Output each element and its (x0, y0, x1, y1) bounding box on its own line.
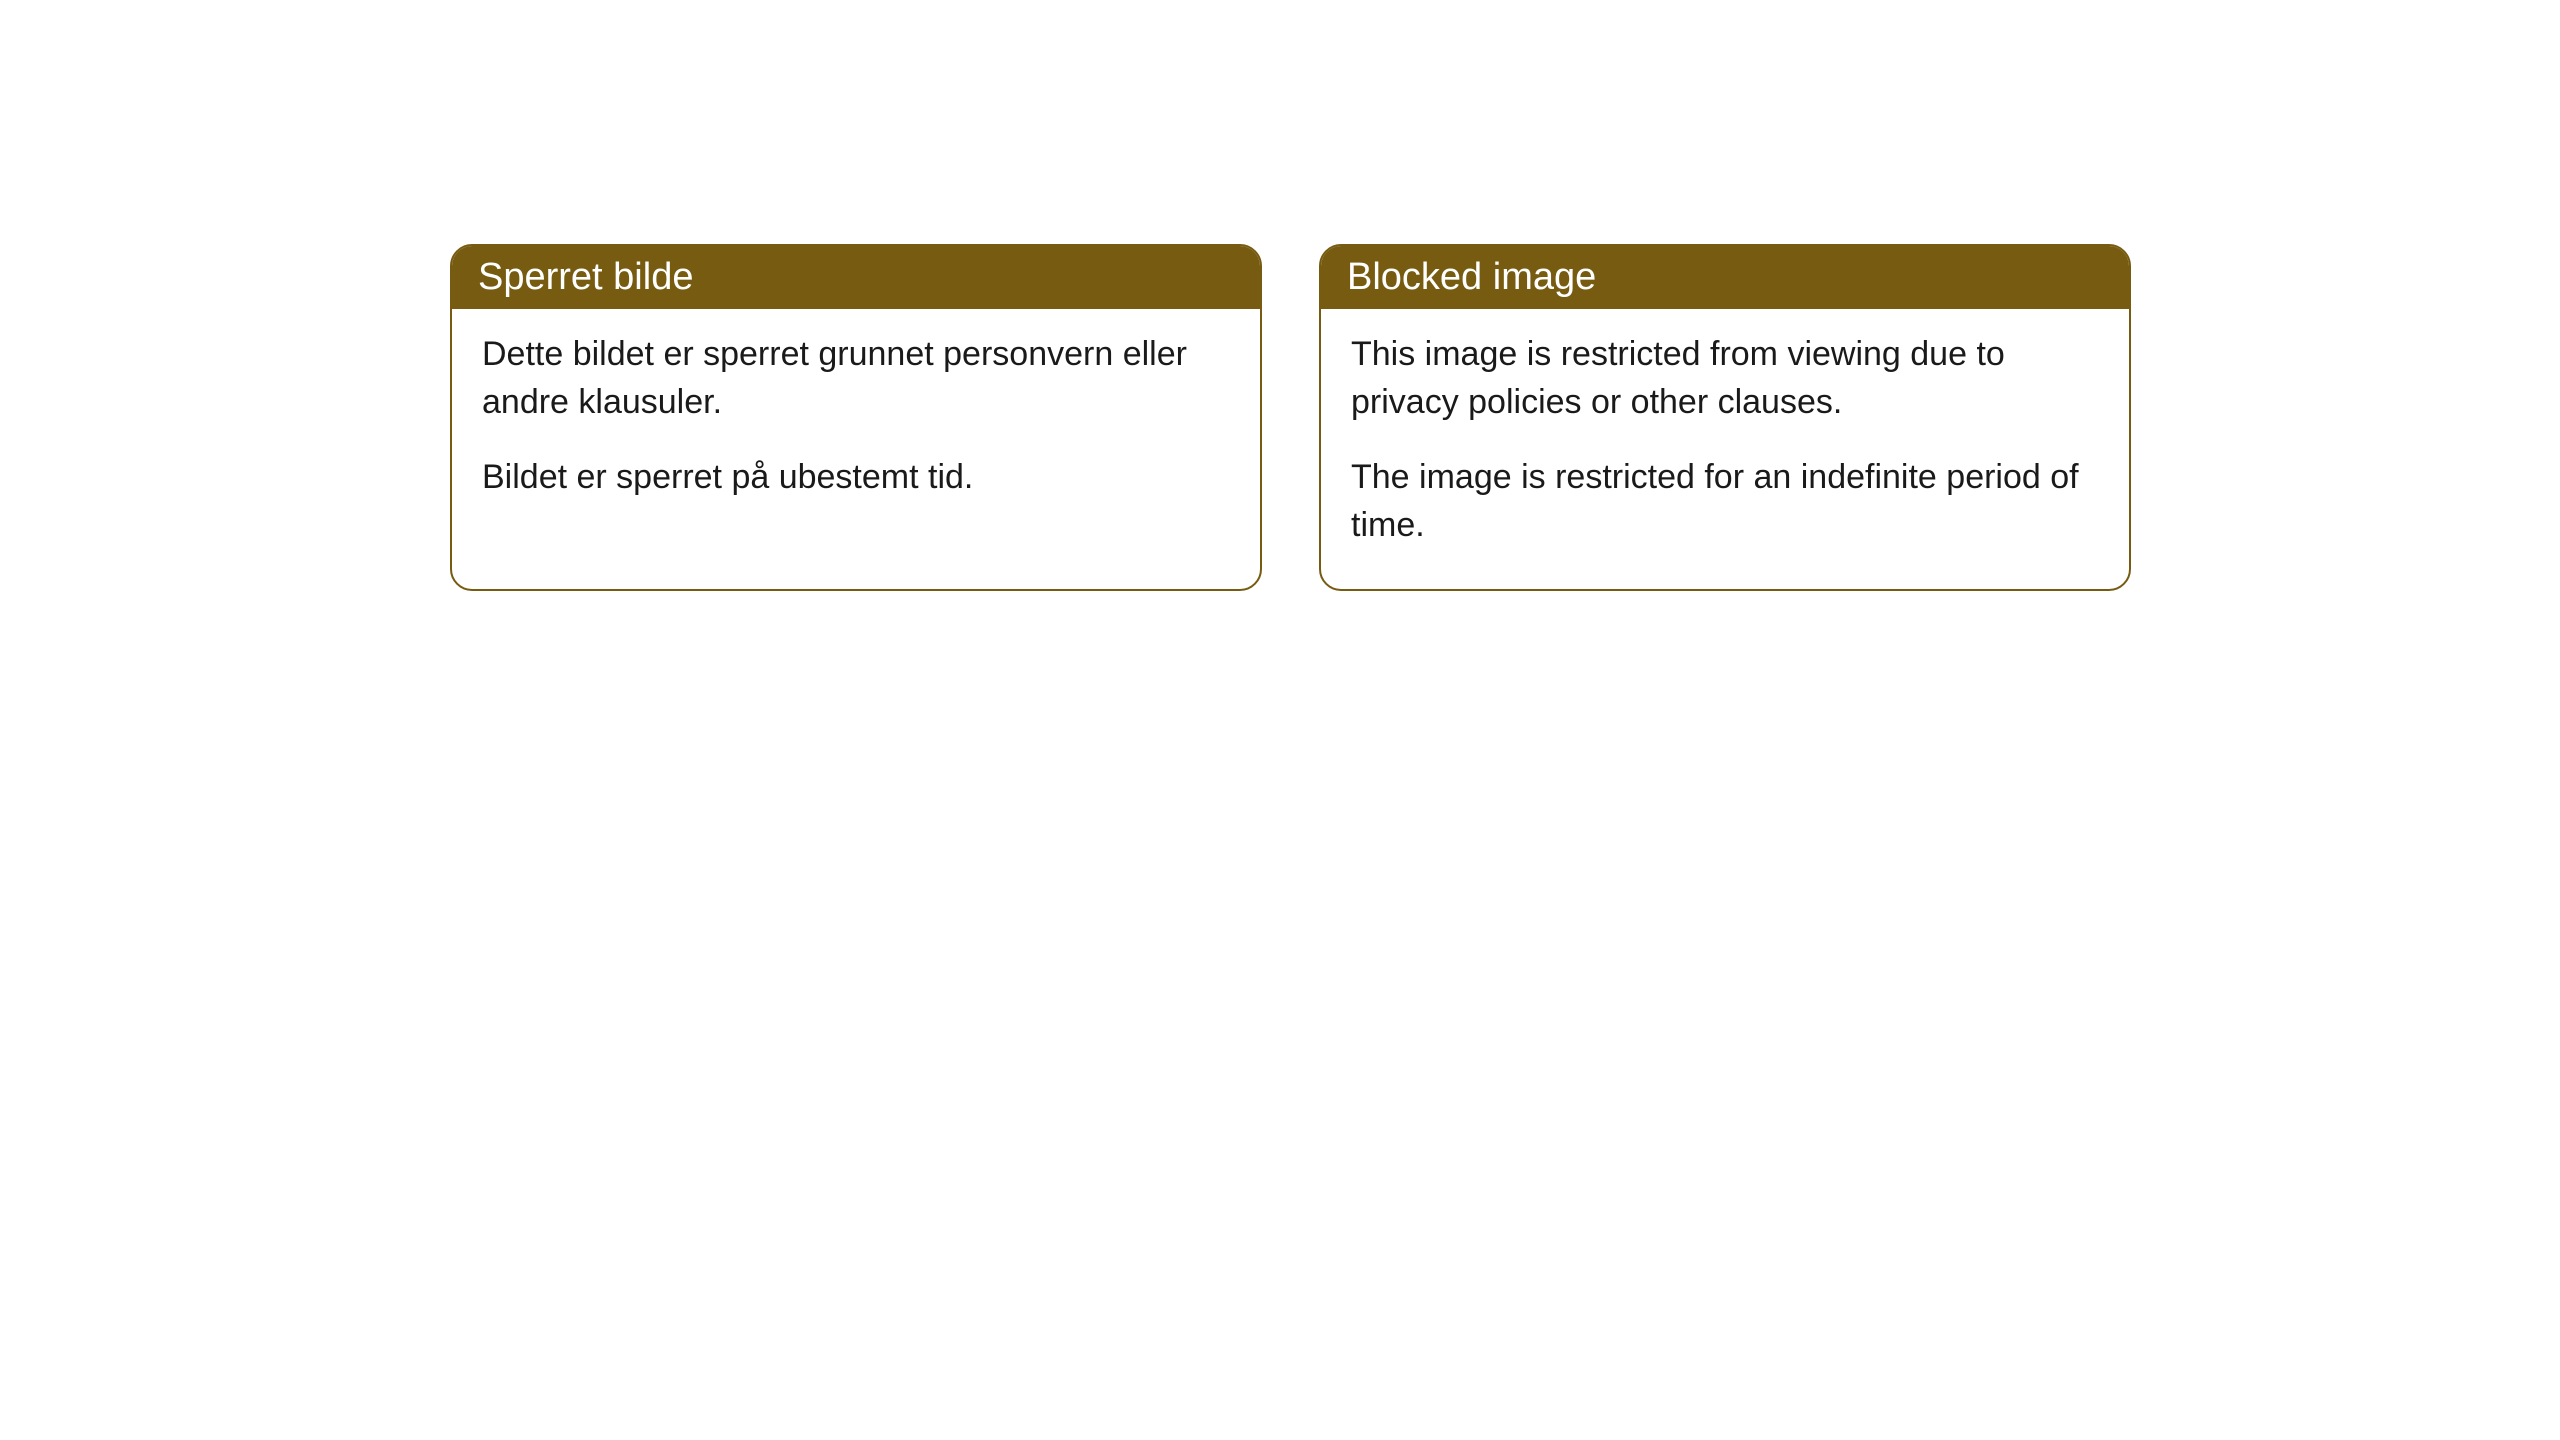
card-paragraph: This image is restricted from viewing du… (1351, 331, 2099, 426)
card-header: Sperret bilde (452, 246, 1260, 309)
card-body: Dette bildet er sperret grunnet personve… (452, 309, 1260, 542)
notice-card-english: Blocked image This image is restricted f… (1319, 244, 2131, 591)
card-body: This image is restricted from viewing du… (1321, 309, 2129, 589)
notice-card-norwegian: Sperret bilde Dette bildet er sperret gr… (450, 244, 1262, 591)
card-paragraph: Dette bildet er sperret grunnet personve… (482, 331, 1230, 426)
card-title: Blocked image (1347, 256, 1596, 298)
card-paragraph: Bildet er sperret på ubestemt tid. (482, 454, 1230, 502)
card-paragraph: The image is restricted for an indefinit… (1351, 454, 2099, 549)
notice-cards-container: Sperret bilde Dette bildet er sperret gr… (450, 244, 2131, 591)
card-header: Blocked image (1321, 246, 2129, 309)
card-title: Sperret bilde (478, 256, 693, 298)
